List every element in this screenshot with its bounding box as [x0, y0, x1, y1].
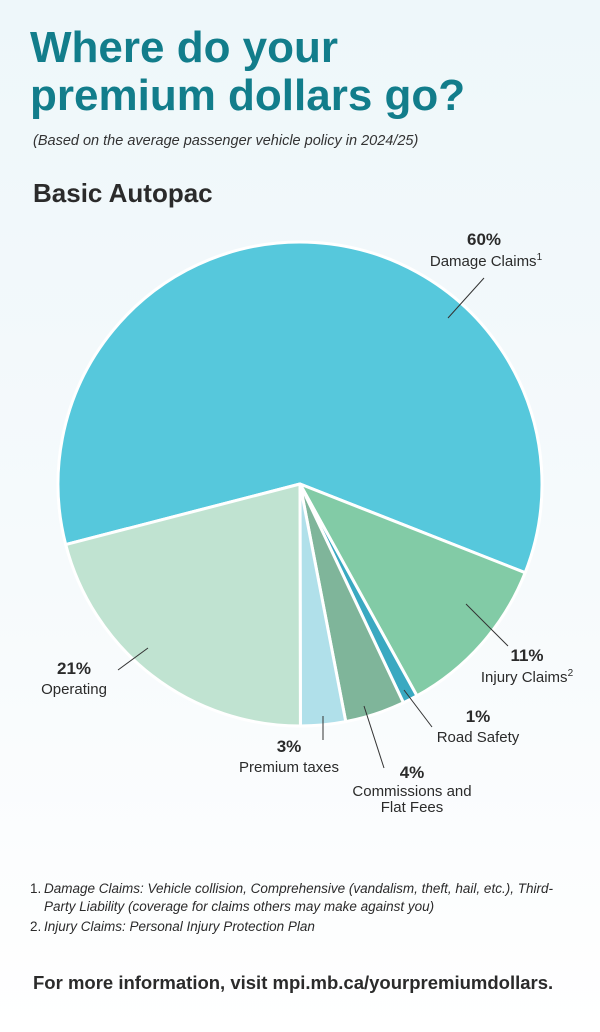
road-safety-pct: 1%	[466, 707, 491, 726]
leader-line-operating	[117, 647, 149, 671]
commissions-label-line2: Flat Fees	[381, 799, 444, 816]
leader-lines	[117, 277, 509, 769]
title-line-1: Where do your	[30, 23, 339, 72]
leader-line-road-safety	[403, 689, 433, 728]
footnotes: 1. Damage Claims: Vehicle collision, Com…	[30, 880, 575, 938]
footnote-text: Damage Claims: Vehicle collision, Compre…	[44, 881, 553, 914]
title-line-2: premium dollars go?	[30, 71, 466, 120]
commissions-pct: 4%	[400, 763, 425, 782]
section-title: Basic Autopac	[33, 178, 213, 208]
operating-pct: 21%	[57, 659, 91, 678]
injury-claims-label: Injury Claims2	[481, 668, 574, 686]
footer-info[interactable]: For more information, visit mpi.mb.ca/yo…	[33, 972, 554, 993]
leader-line-injury-claims	[465, 603, 509, 647]
premium-taxes-label: Premium taxes	[239, 759, 339, 776]
injury-claims-pct: 11%	[510, 646, 543, 665]
leader-line-damage-claims	[447, 277, 485, 319]
footnote-2: 2. Injury Claims: Personal Injury Protec…	[30, 918, 575, 936]
pie-slices	[56, 240, 544, 728]
road-safety-label: Road Safety	[437, 729, 520, 746]
commissions-label-line1: Commissions and	[352, 783, 471, 800]
pie-slice-operating	[64, 482, 302, 728]
damage-claims-label: Damage Claims1	[430, 252, 543, 270]
leader-line-commissions	[363, 705, 385, 769]
footnote-text: Injury Claims: Personal Injury Protectio…	[44, 919, 315, 934]
subtitle: (Based on the average passenger vehicle …	[33, 133, 419, 149]
operating-label: Operating	[41, 681, 107, 698]
damage-claims-pct: 60%	[467, 230, 501, 249]
footnote-1: 1. Damage Claims: Vehicle collision, Com…	[30, 880, 575, 916]
premium-taxes-pct: 3%	[277, 737, 302, 756]
footnote-number: 1.	[30, 881, 42, 896]
pie-slice-damage-claims	[56, 240, 544, 575]
page-title: Where do your premium dollars go?	[30, 24, 580, 120]
pie-slice-injury-claims	[298, 482, 527, 698]
footnote-number: 2.	[30, 919, 42, 934]
